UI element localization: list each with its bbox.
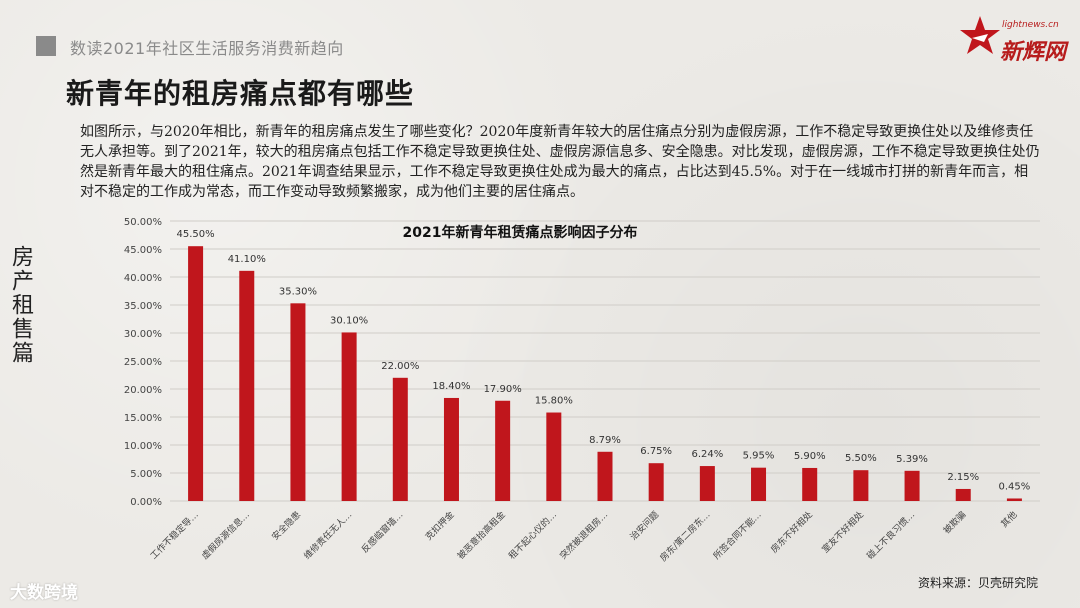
- x-tick-label: 所签合同不能…: [711, 509, 764, 562]
- logo-name: 新辉网: [1000, 39, 1067, 65]
- bar: [443, 397, 459, 501]
- data-label: 5.39%: [896, 454, 928, 465]
- x-tick-label: 房东/第二房东…: [657, 509, 712, 564]
- bar: [239, 270, 255, 501]
- data-label: 5.50%: [845, 453, 877, 464]
- x-tick-label: 被恶意抬高租金: [455, 509, 508, 562]
- data-label: 41.10%: [228, 254, 266, 265]
- y-tick-label: 50.00%: [124, 217, 162, 228]
- x-tick-label: 克扣押金: [423, 509, 457, 543]
- bar: [699, 466, 715, 501]
- logo-url: lightnews.cn: [1002, 20, 1059, 30]
- x-tick-label: 工作不稳定导…: [148, 509, 201, 562]
- x-tick-label: 安全隐患: [269, 509, 303, 543]
- x-tick-label: 反感临窗墙…: [359, 509, 406, 556]
- bar: [597, 451, 613, 501]
- bar: [955, 488, 971, 501]
- data-label: 18.40%: [432, 381, 470, 392]
- description-paragraph: 如图所示，与2020年相比，新青年的租房痛点发生了哪些变化？2020年度新青年较…: [80, 124, 1040, 200]
- x-tick-label: 突然被退租房…: [557, 509, 610, 562]
- data-label: 17.90%: [484, 384, 522, 395]
- data-label: 30.10%: [330, 315, 368, 326]
- data-label: 5.90%: [794, 451, 826, 462]
- y-tick-label: 40.00%: [124, 273, 162, 284]
- y-axis-ticks: 0.00% 5.00% 10.00% 15.00% 20.00% 25.00% 30.00%…: [124, 217, 162, 508]
- data-label: 5.95%: [743, 451, 775, 462]
- value-labels: 45.50% 41.10% 35.30% 30.10% 22.00% 18.40% 17.9…: [177, 229, 1031, 492]
- data-label: 6.75%: [640, 446, 672, 457]
- x-tick-label: 租不起心仪的…: [506, 509, 559, 562]
- y-tick-label: 15.00%: [124, 413, 162, 424]
- y-tick-label: 25.00%: [124, 357, 162, 368]
- x-tick-label: 被欺骗: [941, 509, 969, 537]
- x-tick-label: 维修责任无人…: [301, 509, 354, 562]
- y-tick-label: 5.00%: [130, 469, 162, 480]
- chart-title: 2021年新青年租赁痛点影响因子分布: [403, 224, 638, 241]
- data-label: 15.80%: [535, 396, 573, 407]
- header-subtitle: 数读2021年社区生活服务消费新趋向: [70, 39, 344, 58]
- x-tick-label: 虚假房源信息…: [199, 509, 252, 562]
- x-tick-label: 室友不好相处: [819, 509, 866, 556]
- data-label: 8.79%: [589, 435, 621, 446]
- grid-lines: [170, 220, 1040, 502]
- x-tick-label: 房东不好相处: [768, 509, 815, 556]
- x-tick-label: 碰上不良习惯…: [864, 509, 917, 562]
- source-note: 资料来源：贝壳研究院: [918, 576, 1039, 590]
- data-label: 35.30%: [279, 286, 317, 297]
- x-tick-label: 其他: [998, 509, 1019, 530]
- data-label: 45.50%: [177, 229, 215, 240]
- bar: [392, 377, 408, 501]
- bar: [341, 332, 357, 501]
- side-label: 房产租售篇: [8, 245, 33, 365]
- data-label: 22.00%: [381, 361, 419, 372]
- header-square-icon: [36, 36, 56, 56]
- data-label: 2.15%: [947, 472, 979, 483]
- bar: [751, 467, 767, 501]
- y-tick-label: 10.00%: [124, 441, 162, 452]
- x-axis-labels: 工作不稳定导… 虚假房源信息… 安全隐患 维修责任无人… 反感临窗墙… 克扣押金 被恶意抬高…: [148, 509, 1020, 564]
- bars: [188, 246, 1022, 501]
- watermark: 大数跨境: [10, 583, 78, 603]
- bar: [495, 400, 511, 501]
- y-tick-label: 0.00%: [130, 497, 162, 508]
- bar: [1006, 498, 1022, 501]
- bar: [188, 246, 204, 501]
- bar: [802, 467, 818, 501]
- y-tick-label: 45.00%: [124, 245, 162, 256]
- y-tick-label: 20.00%: [124, 385, 162, 396]
- bar: [648, 463, 664, 501]
- x-tick-label: 治安问题: [627, 509, 661, 543]
- bar: [546, 412, 562, 501]
- y-tick-label: 35.00%: [124, 301, 162, 312]
- y-tick-label: 30.00%: [124, 329, 162, 340]
- bar: [290, 303, 306, 501]
- bar: [853, 470, 869, 501]
- data-label: 0.45%: [999, 481, 1031, 492]
- page-title: 新青年的租房痛点都有哪些: [66, 77, 415, 110]
- bar: [904, 470, 920, 501]
- data-label: 6.24%: [691, 449, 723, 460]
- star-logo-icon: [960, 16, 1000, 54]
